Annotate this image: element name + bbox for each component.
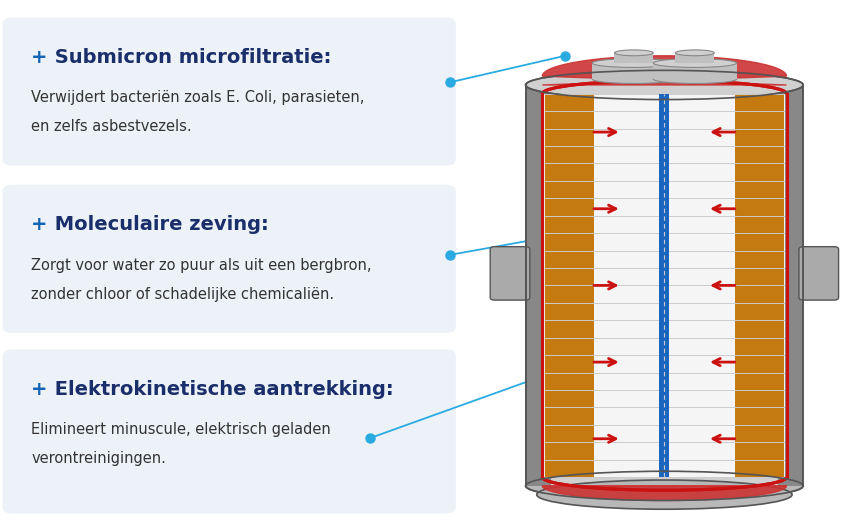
Ellipse shape bbox=[537, 480, 792, 509]
Text: Elektrokinetische aantrekking:: Elektrokinetische aantrekking: bbox=[48, 380, 394, 399]
Ellipse shape bbox=[653, 59, 737, 67]
Text: Verwijdert bacteriën zoals E. Coli, parasieten,: Verwijdert bacteriën zoals E. Coli, para… bbox=[31, 90, 364, 105]
FancyBboxPatch shape bbox=[3, 349, 456, 513]
FancyBboxPatch shape bbox=[675, 53, 714, 63]
FancyBboxPatch shape bbox=[735, 93, 784, 477]
FancyBboxPatch shape bbox=[659, 93, 669, 477]
Text: Elimineert minuscule, elektrisch geladen: Elimineert minuscule, elektrisch geladen bbox=[31, 422, 331, 437]
FancyBboxPatch shape bbox=[799, 247, 838, 300]
Text: verontreinigingen.: verontreinigingen. bbox=[31, 451, 166, 466]
Text: zonder chloor of schadelijke chemicaliën.: zonder chloor of schadelijke chemicaliën… bbox=[31, 287, 334, 302]
FancyBboxPatch shape bbox=[544, 93, 785, 477]
FancyBboxPatch shape bbox=[3, 185, 456, 333]
Text: en zelfs asbestvezels.: en zelfs asbestvezels. bbox=[31, 119, 192, 134]
Ellipse shape bbox=[592, 59, 675, 67]
FancyBboxPatch shape bbox=[592, 63, 675, 79]
FancyBboxPatch shape bbox=[3, 18, 456, 166]
Polygon shape bbox=[542, 486, 786, 500]
Text: +: + bbox=[31, 48, 48, 67]
Ellipse shape bbox=[526, 472, 803, 500]
FancyBboxPatch shape bbox=[545, 93, 594, 477]
Text: +: + bbox=[31, 215, 48, 234]
Ellipse shape bbox=[526, 71, 803, 100]
Text: Moleculaire zeving:: Moleculaire zeving: bbox=[48, 215, 268, 234]
FancyBboxPatch shape bbox=[526, 85, 551, 486]
FancyBboxPatch shape bbox=[526, 85, 803, 486]
Ellipse shape bbox=[675, 50, 714, 56]
FancyBboxPatch shape bbox=[490, 247, 530, 300]
Polygon shape bbox=[542, 56, 786, 85]
Text: Zorgt voor water zo puur als uit een bergbron,: Zorgt voor water zo puur als uit een ber… bbox=[31, 258, 372, 272]
Ellipse shape bbox=[615, 50, 653, 56]
FancyBboxPatch shape bbox=[615, 53, 653, 63]
Ellipse shape bbox=[653, 75, 737, 83]
Ellipse shape bbox=[592, 75, 675, 83]
Text: Submicron microfiltratie:: Submicron microfiltratie: bbox=[48, 48, 331, 67]
FancyBboxPatch shape bbox=[653, 63, 737, 79]
FancyBboxPatch shape bbox=[778, 85, 803, 486]
Text: +: + bbox=[31, 380, 48, 399]
